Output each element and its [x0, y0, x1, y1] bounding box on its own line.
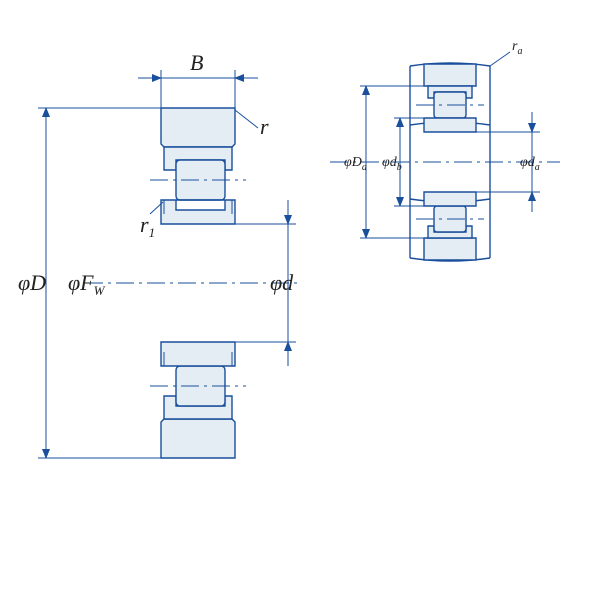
- label-B: B: [190, 50, 203, 75]
- label-phiD: φD: [18, 270, 46, 295]
- dim-B: B: [138, 50, 258, 108]
- inner-ring-top-r: [424, 118, 476, 132]
- label-r1: r1: [140, 212, 155, 240]
- label-phida: φda: [520, 155, 540, 173]
- outer-ring-top-r: [424, 64, 476, 86]
- inner-ring-bottom: [161, 342, 235, 366]
- inner-ring-bot-r: [424, 192, 476, 206]
- outer-ring-bot-r: [424, 238, 476, 260]
- dim-r1: r1: [140, 202, 163, 240]
- label-phidb: φdb: [382, 155, 402, 173]
- label-phid: φd: [270, 270, 294, 295]
- dim-ra: ra: [490, 39, 522, 66]
- inner-ring-top: [161, 200, 235, 224]
- dim-r: r: [235, 110, 269, 139]
- label-r: r: [260, 114, 269, 139]
- label-phiDa: φDa: [344, 155, 367, 173]
- label-ra: ra: [512, 39, 522, 57]
- bearing-section-right: φDa φdb φda ra: [330, 39, 560, 261]
- label-phiFw: φFW: [68, 270, 106, 298]
- bearing-section-left: B r r1 φD φFW φd: [18, 50, 300, 458]
